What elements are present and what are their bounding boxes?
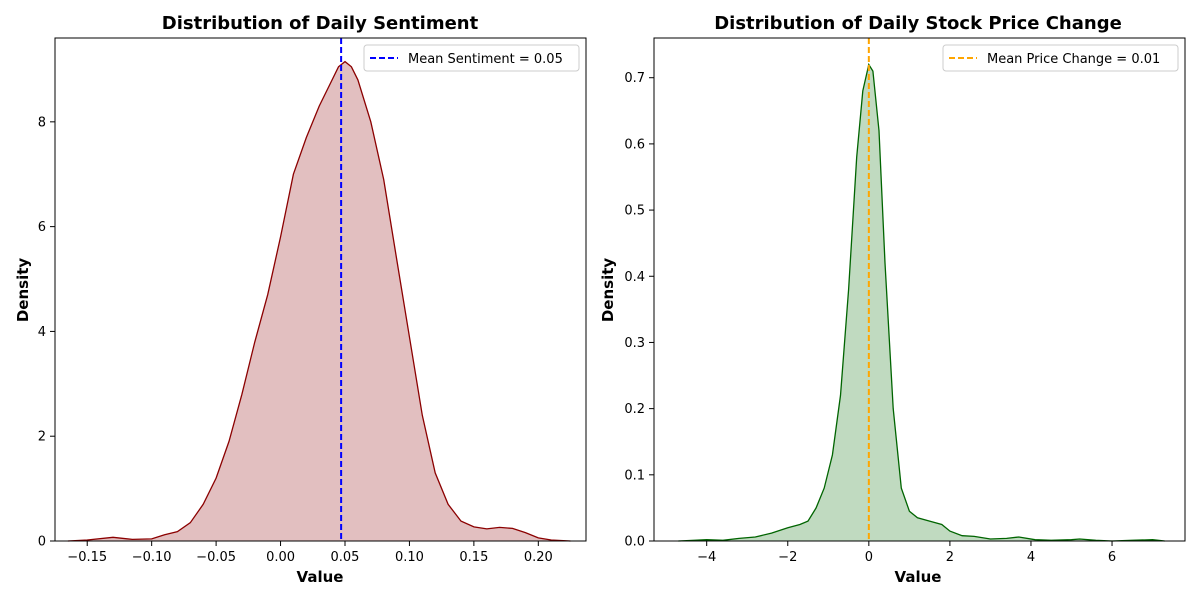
x-tick-label: −0.15 (67, 550, 107, 565)
axis-ticks: −4 −2 0 2 4 6 0.0 0.1 0.2 0.3 0.4 0.5 0.6 0.7 (624, 71, 1116, 565)
legend: Mean Price Change = 0.01 (942, 44, 1179, 72)
density-area-0 (67, 61, 571, 541)
y-tick-label: 0.4 (624, 270, 645, 285)
y-tick-label: 4 (38, 325, 46, 340)
plot-marks (67, 38, 571, 542)
chart-title: Distribution of Daily Sentiment (162, 13, 479, 34)
y-tick-label: 0.5 (624, 204, 645, 219)
plot-frame (54, 37, 587, 542)
x-tick-label: −4 (697, 550, 716, 565)
y-tick-label: 6 (38, 220, 46, 235)
x-tick-label: 0.10 (395, 550, 424, 565)
x-tick-label: 0.05 (331, 550, 360, 565)
density-line-0 (678, 62, 1165, 542)
sentiment-panel: Distribution of Daily Sentiment −0.15 −0.… (14, 13, 587, 586)
y-tick-label: 2 (38, 430, 46, 445)
y-tick-label: 0.2 (624, 402, 645, 417)
y-tick-label: 0.0 (624, 535, 645, 550)
y-tick-label: 0 (38, 535, 46, 550)
y-tick-label: 0.1 (624, 468, 645, 483)
x-tick-label: 0.20 (524, 550, 553, 565)
x-tick-label: −2 (778, 550, 797, 565)
y-tick-label: 8 (38, 115, 46, 130)
density-area-0 (678, 64, 1165, 541)
price-change-panel: Distribution of Daily Stock Price Change… (599, 13, 1186, 586)
y-tick-label: 0.6 (624, 137, 645, 152)
plot-marks (678, 38, 1165, 542)
x-tick-label: 4 (1027, 550, 1035, 565)
x-tick-label: 6 (1108, 550, 1116, 565)
y-tick-label: 0.3 (624, 336, 645, 351)
legend-box (363, 44, 580, 72)
y-axis-label: Density (14, 258, 32, 323)
x-tick-label: −0.10 (132, 550, 172, 565)
x-tick-label: 0.00 (266, 550, 295, 565)
plot-frame (653, 37, 1186, 542)
legend-label-mean-price-change: Mean Price Change = 0.01 (987, 52, 1160, 67)
legend-label-mean-sentiment: Mean Sentiment = 0.05 (408, 52, 563, 67)
y-tick-label: 0.7 (624, 71, 645, 86)
x-tick-label: 0 (865, 550, 873, 565)
x-axis-label: Value (895, 568, 942, 586)
x-tick-label: −0.05 (196, 550, 236, 565)
legend-box (942, 44, 1179, 72)
x-tick-label: 0.15 (459, 550, 488, 565)
axis-ticks: −0.15 −0.10 −0.05 0.00 0.05 0.10 0.15 0.20 0 2 4 6 8 (38, 115, 553, 565)
x-axis-label: Value (297, 568, 344, 586)
density-line-0 (67, 60, 571, 542)
y-axis-label: Density (599, 258, 617, 323)
legend: Mean Sentiment = 0.05 (363, 44, 580, 72)
chart-title: Distribution of Daily Stock Price Change (714, 13, 1122, 34)
x-tick-label: 2 (946, 550, 954, 565)
